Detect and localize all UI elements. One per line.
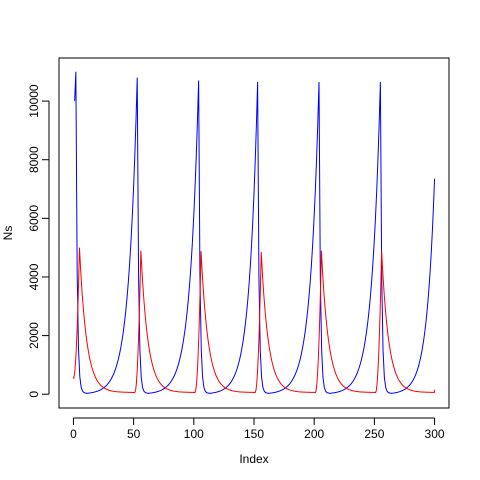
- x-tick-label: 100: [184, 427, 204, 441]
- y-tick-label: 4000: [27, 263, 41, 290]
- y-tick-label: 0: [27, 391, 41, 398]
- x-tick-label: 0: [70, 427, 77, 441]
- y-tick-label: 6000: [27, 205, 41, 232]
- x-axis-title: Index: [239, 452, 268, 466]
- y-axis-title: Ns: [1, 226, 15, 241]
- y-tick-label: 2000: [27, 322, 41, 349]
- x-tick-label: 150: [244, 427, 264, 441]
- y-tick-label: 10000: [27, 84, 41, 118]
- plot-frame: [58, 57, 450, 409]
- series-layer: [72, 71, 436, 394]
- series-line-blue: [74, 71, 436, 394]
- y-axis: 0 2000 4000 6000 8000 10000: [27, 84, 50, 398]
- x-tick-label: 50: [127, 427, 141, 441]
- series-line-red: [72, 247, 436, 393]
- x-tick-label: 300: [425, 427, 445, 441]
- x-axis: 0 50 100 150 200 250 300: [70, 417, 445, 441]
- x-tick-label: 200: [304, 427, 324, 441]
- x-tick-label: 250: [364, 427, 384, 441]
- y-tick-label: 8000: [27, 146, 41, 173]
